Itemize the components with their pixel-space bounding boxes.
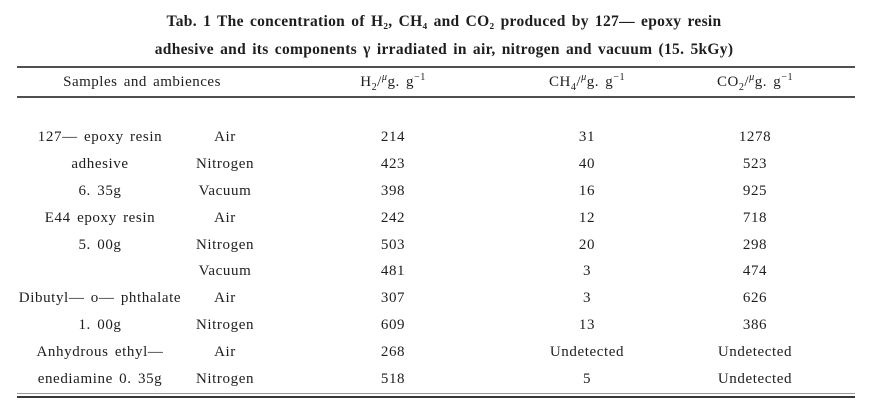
cell-co2-value: 626 [742,290,768,307]
cell-h2-value: 481 [380,263,406,280]
cell-h2-value: 307 [380,290,406,307]
unit-text: g. g [754,73,782,90]
cell-sample: 6. 35g [78,182,122,199]
cell-sample: adhesive [71,155,129,172]
gas-symbol: CH [548,73,571,90]
cell-ambience: Nitrogen [195,155,255,172]
cell-sample [17,258,183,285]
cell-sample: 1. 00g [78,317,122,334]
cell-sample: 5. 00g [78,236,122,253]
cell-co2-value: 523 [742,155,768,172]
table-row: E44 epoxy resin Air 242 12 718 [17,205,855,232]
table-row: Dibutyl— o— phthalate Air 307 3 626 [17,285,855,312]
gas-subscript: 4 [570,81,577,93]
unit-exponent: −1 [781,71,794,83]
unit-exponent: −1 [613,71,626,83]
unit-text: g. g [586,73,614,90]
cell-ambience: Vacuum [198,263,252,280]
gas-subscript: 2 [371,81,378,93]
table-row: 6. 35g Vacuum 398 16 925 [17,178,855,205]
cell-ch4-value: 5 [582,370,592,387]
unit-mu: μ [581,71,587,83]
concentration-table: Samples and ambiences H2/μg. g−1 CH4/μg.… [17,66,856,393]
cell-ch4-value: 31 [578,128,596,145]
cell-ch4-value: 12 [578,209,596,226]
cell-ambience: Nitrogen [195,317,255,334]
table-row: Vacuum 481 3 474 [17,258,855,285]
table-row: Anhydrous ethyl— Air 268 Undetected Unde… [17,339,855,366]
cell-ch4-value: Undetected [549,344,625,361]
gas-symbol: CO [716,73,739,90]
cell-h2-value: 242 [380,209,406,226]
cell-h2-value: 214 [380,128,406,145]
cell-co2-value: 1278 [738,128,772,145]
header-row: Samples and ambiences H2/μg. g−1 CH4/μg.… [17,67,856,98]
table-row: 5. 00g Nitrogen 503 20 298 [17,232,855,259]
cell-co2-value: 386 [742,317,768,334]
cell-co2-value: 925 [742,182,768,199]
table-row: enediamine 0. 35g Nitrogen 518 5 Undetec… [17,366,855,393]
cell-ch4-value: 13 [578,317,596,334]
cell-ch4-value: 16 [578,182,596,199]
unit-slash: / [576,73,582,90]
cell-ch4-value: 3 [582,290,592,307]
unit-slash: / [744,73,750,90]
header-co2-column: CO2/μg. g−1 [655,67,856,98]
table-title: Tab. 1 The concentration of H₂, CH₄ and … [0,8,888,64]
cell-h2-value: 268 [380,344,406,361]
gas-symbol: H [360,73,372,90]
header-samples-ambiences: Samples and ambiences [17,67,268,98]
table-row: adhesive Nitrogen 423 40 523 [17,151,855,178]
cell-co2-value: 718 [742,209,768,226]
data-table-wrap: Samples and ambiences H2/μg. g−1 CH4/μg.… [17,66,856,398]
cell-co2-value: Undetected [717,344,793,361]
cell-sample: Dibutyl— o— phthalate [18,290,182,307]
cell-ambience: Air [214,209,236,226]
unit-exponent: −1 [413,71,426,83]
cell-co2-value: Undetected [717,370,793,387]
cell-co2-value: 474 [742,263,768,280]
table-row: 1. 00g Nitrogen 609 13 386 [17,312,855,339]
cell-h2-value: 518 [380,370,406,387]
gas-subscript: 2 [738,81,745,93]
table-row: 127— epoxy resin Air 214 31 1278 [17,97,855,151]
cell-sample: E44 epoxy resin [44,209,156,226]
cell-ch4-value: 20 [578,236,596,253]
table-title-line1: Tab. 1 The concentration of H₂, CH₄ and … [166,13,722,30]
header-ch4-column: CH4/μg. g−1 [519,67,656,98]
unit-text: g. g [387,73,414,90]
cell-co2-value: 298 [742,236,768,253]
cell-h2-value: 503 [380,236,406,253]
cell-ambience: Air [214,344,236,361]
cell-h2-value: 609 [380,317,406,334]
cell-h2-value: 398 [380,182,406,199]
cell-ambience: Air [214,290,236,307]
unit-slash: / [377,73,382,90]
cell-ambience: Nitrogen [195,370,255,387]
cell-ambience: Air [214,128,236,145]
cell-sample: 127— epoxy resin [37,128,163,145]
table-body: 127— epoxy resin Air 214 31 1278 adhesiv… [17,97,855,393]
table-bottom-rule [17,392,855,398]
table-title-line2: adhesive and its components γ irradiated… [154,41,734,58]
cell-ch4-value: 40 [578,155,596,172]
header-h2-column: H2/μg. g−1 [267,67,520,98]
cell-sample: enediamine 0. 35g [37,370,163,387]
unit-mu: μ [749,71,755,83]
cell-ch4-value: 3 [582,263,592,280]
cell-sample: Anhydrous ethyl— [36,344,164,361]
cell-ambience: Vacuum [198,182,252,199]
unit-mu: μ [381,71,388,83]
cell-ambience: Nitrogen [195,236,255,253]
cell-h2-value: 423 [380,155,406,172]
